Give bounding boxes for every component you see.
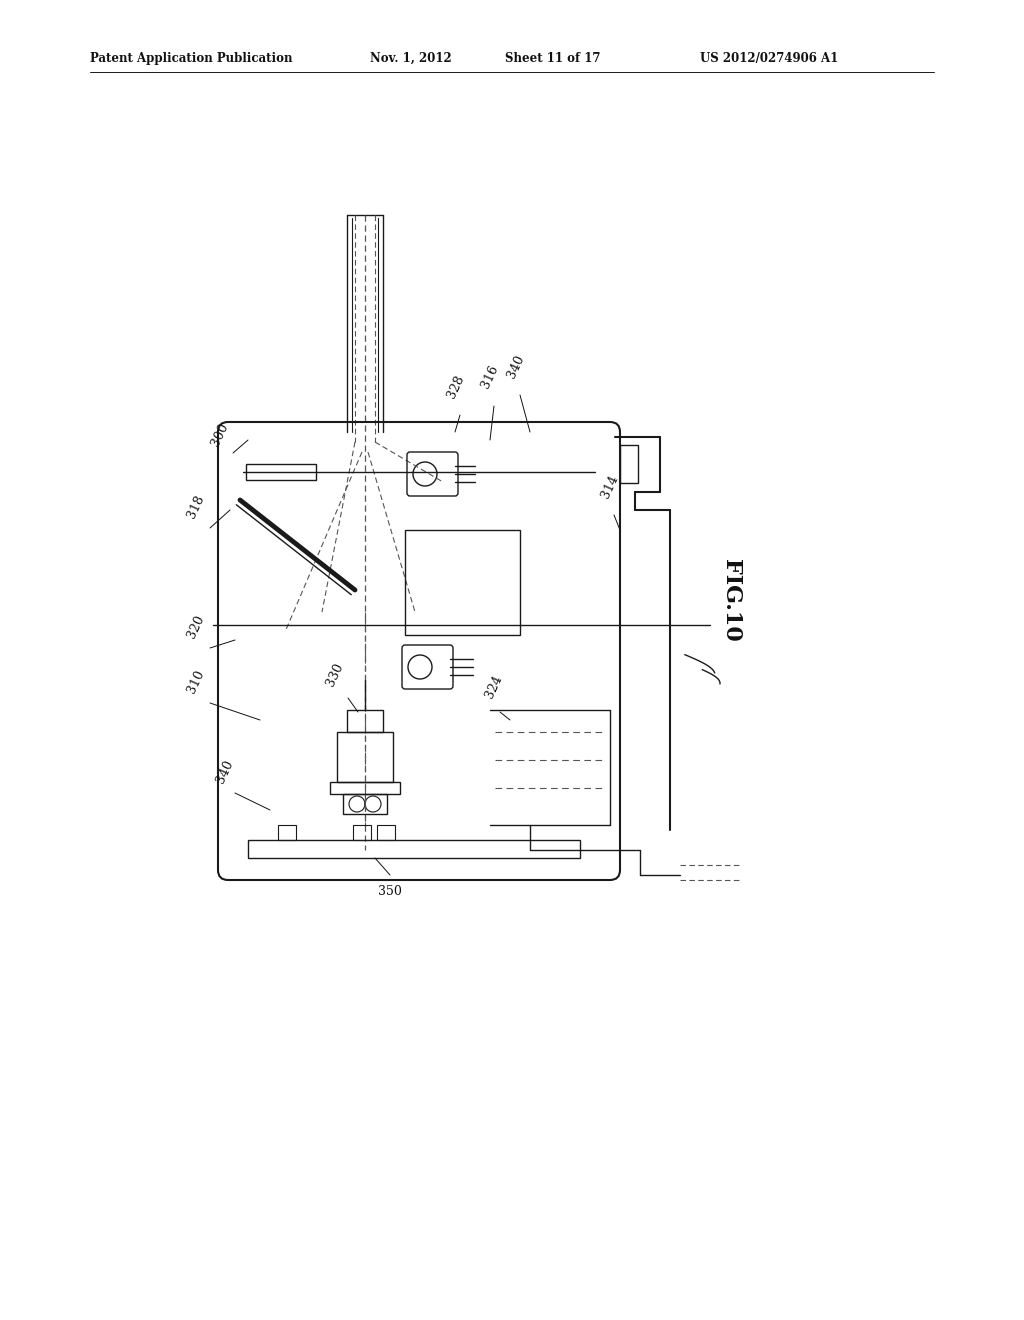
Text: 300: 300 (209, 421, 231, 447)
Text: 310: 310 (185, 668, 207, 696)
Text: 318: 318 (185, 492, 207, 520)
Bar (330, 781, 400, 795)
Bar (343, 795, 387, 814)
Bar (248, 840, 580, 858)
Bar (246, 465, 316, 480)
Text: 314: 314 (599, 473, 621, 500)
Text: 350: 350 (378, 884, 402, 898)
Text: Patent Application Publication: Patent Application Publication (90, 51, 293, 65)
Text: 340: 340 (214, 758, 236, 785)
Text: FIG.10: FIG.10 (720, 558, 742, 642)
Text: 328: 328 (445, 372, 467, 400)
Text: US 2012/0274906 A1: US 2012/0274906 A1 (700, 51, 839, 65)
Text: 330: 330 (324, 661, 346, 688)
Text: Nov. 1, 2012: Nov. 1, 2012 (370, 51, 452, 65)
Text: 324: 324 (483, 673, 505, 700)
Bar (620, 445, 638, 483)
Text: 316: 316 (479, 363, 501, 389)
Bar (337, 733, 393, 781)
Text: 320: 320 (185, 612, 207, 640)
Bar (347, 710, 383, 733)
Bar (406, 531, 520, 635)
Bar (377, 825, 395, 840)
Text: 340: 340 (505, 352, 527, 380)
Bar (353, 825, 371, 840)
Bar (278, 825, 296, 840)
Text: Sheet 11 of 17: Sheet 11 of 17 (505, 51, 600, 65)
